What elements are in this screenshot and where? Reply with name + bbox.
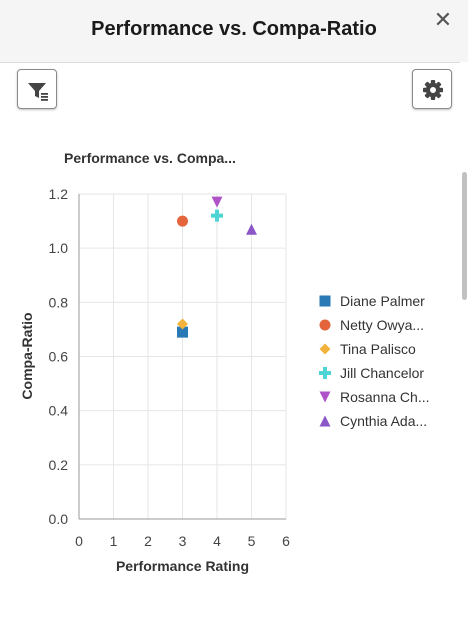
legend-item[interactable]: Tina Palisco bbox=[318, 337, 430, 361]
data-point bbox=[246, 223, 257, 235]
legend-item[interactable]: Rosanna Ch... bbox=[318, 385, 430, 409]
legend-marker bbox=[319, 415, 331, 427]
data-point bbox=[177, 326, 188, 338]
legend-marker-shape bbox=[319, 319, 331, 331]
legend-marker bbox=[319, 367, 331, 379]
y-tick-label: 0.8 bbox=[49, 294, 69, 310]
x-tick-label: 1 bbox=[110, 533, 118, 549]
legend-item[interactable]: Netty Owya... bbox=[318, 313, 430, 337]
legend-marker bbox=[319, 295, 331, 307]
legend-marker bbox=[319, 319, 331, 331]
y-tick-label: 1.2 bbox=[49, 186, 69, 202]
scrollbar[interactable] bbox=[460, 62, 468, 623]
legend-marker-shape bbox=[319, 415, 331, 427]
legend-label: Tina Palisco bbox=[340, 341, 416, 357]
data-point bbox=[177, 215, 188, 227]
data-point bbox=[211, 196, 223, 208]
legend-marker-shape bbox=[319, 295, 331, 307]
chart-title: Performance vs. Compa... bbox=[64, 150, 236, 166]
chart-legend: Diane Palmer Netty Owya... Tina Palisco Jil… bbox=[318, 289, 430, 433]
data-point bbox=[177, 318, 188, 330]
gear-icon bbox=[423, 80, 443, 100]
legend-label: Jill Chancelor bbox=[340, 365, 425, 381]
settings-button[interactable] bbox=[412, 69, 452, 109]
x-tick-label: 6 bbox=[282, 533, 290, 549]
legend-marker-shape bbox=[319, 367, 331, 379]
x-tick-label: 3 bbox=[179, 533, 187, 549]
y-tick-label: 0.0 bbox=[49, 511, 69, 527]
x-axis-label: Performance Rating bbox=[116, 558, 249, 574]
y-tick-label: 0.2 bbox=[49, 457, 69, 473]
tick-labels: 0 1 2 3 4 5 6 0.0 0.2 0.4 0.6 0.8 1.0 1.2 bbox=[49, 186, 291, 549]
legend-marker bbox=[319, 343, 331, 355]
legend-label: Netty Owya... bbox=[340, 317, 425, 333]
data-points bbox=[177, 196, 257, 338]
dialog-title: Performance vs. Compa-Ratio bbox=[91, 18, 377, 40]
y-axis-label: Compa-Ratio bbox=[19, 312, 35, 399]
legend-item[interactable]: Diane Palmer bbox=[318, 289, 430, 313]
filter-icon bbox=[28, 83, 48, 101]
legend-marker-shape bbox=[319, 391, 331, 403]
y-tick-label: 0.6 bbox=[49, 349, 69, 365]
y-tick-label: 0.4 bbox=[49, 403, 69, 419]
legend-item[interactable]: Jill Chancelor bbox=[318, 361, 430, 385]
legend-item[interactable]: Cynthia Ada... bbox=[318, 409, 430, 433]
x-tick-label: 5 bbox=[248, 533, 256, 549]
x-tick-label: 4 bbox=[213, 533, 221, 549]
data-point bbox=[211, 209, 223, 222]
legend-marker bbox=[319, 391, 331, 403]
filter-button[interactable] bbox=[17, 69, 57, 109]
close-icon[interactable]: ✕ bbox=[433, 8, 453, 33]
legend-label: Diane Palmer bbox=[340, 293, 425, 309]
y-tick-label: 1.0 bbox=[49, 240, 69, 256]
legend-marker-shape bbox=[319, 343, 331, 355]
legend-label: Cynthia Ada... bbox=[340, 413, 428, 429]
chart-grid bbox=[78, 193, 287, 520]
chart-axes bbox=[78, 194, 286, 520]
legend-label: Rosanna Ch... bbox=[340, 389, 430, 405]
scrollbar-thumb[interactable] bbox=[462, 172, 467, 300]
x-tick-label: 0 bbox=[75, 533, 83, 549]
x-tick-label: 2 bbox=[144, 533, 152, 549]
dialog-header: Performance vs. Compa-Ratio ✕ bbox=[0, 0, 468, 63]
